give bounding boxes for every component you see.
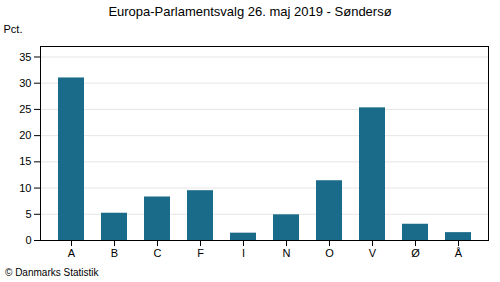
- svg-text:Å: Å: [455, 247, 463, 259]
- svg-text:35: 35: [19, 51, 31, 63]
- svg-text:30: 30: [19, 77, 31, 89]
- svg-text:A: A: [68, 247, 76, 259]
- svg-text:C: C: [154, 247, 162, 259]
- svg-text:N: N: [283, 247, 291, 259]
- html-text:© Danmarks Statistik: © Danmarks Statistik: [5, 267, 99, 278]
- svg-text:Pct.: Pct.: [4, 23, 23, 35]
- svg-text:5: 5: [25, 208, 31, 220]
- svg-text:0: 0: [25, 234, 31, 246]
- svg-text:15: 15: [19, 155, 31, 167]
- svg-text:20: 20: [19, 129, 31, 141]
- svg-text:I: I: [242, 247, 245, 259]
- svg-text:25: 25: [19, 103, 31, 115]
- html-text:Europa-Parlamentsvalg 26. maj: Europa-Parlamentsvalg 26. maj 2019 - Søn…: [108, 4, 392, 19]
- svg-text:F: F: [197, 247, 204, 259]
- svg-text:Ø: Ø: [411, 247, 420, 259]
- svg-text:V: V: [369, 247, 377, 259]
- svg-text:O: O: [325, 247, 334, 259]
- svg-text:10: 10: [19, 182, 31, 194]
- svg-text:B: B: [111, 247, 118, 259]
